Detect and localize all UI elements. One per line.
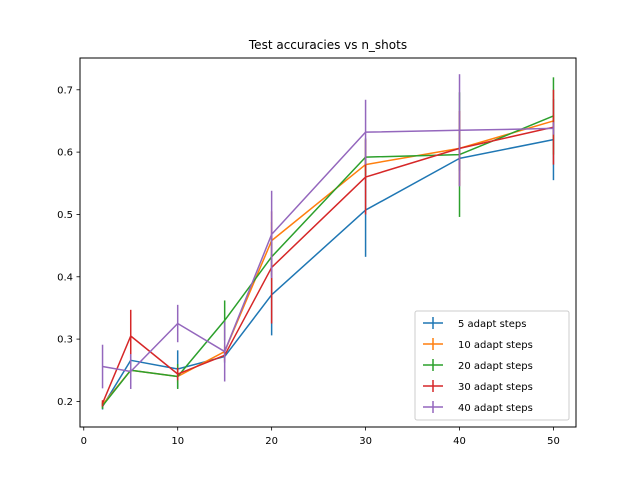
series-line xyxy=(101,126,554,404)
axes-frame xyxy=(79,57,577,428)
series-line xyxy=(101,115,554,407)
legend-entry: 10 adapt steps xyxy=(423,338,533,351)
legend-label: 10 adapt steps xyxy=(458,340,533,351)
x-tick-label: 20 xyxy=(265,436,278,447)
legend-entry: 40 adapt steps xyxy=(423,401,533,414)
y-tick-label: 0.4 xyxy=(57,272,73,283)
x-tick-label: 30 xyxy=(359,436,372,447)
legend-label: 20 adapt steps xyxy=(458,361,533,372)
legend-label: 30 adapt steps xyxy=(458,382,533,393)
x-tick-label: 10 xyxy=(171,436,184,447)
legend-entry: 20 adapt steps xyxy=(423,359,533,372)
x-tick-label: 40 xyxy=(453,436,466,447)
y-tick-label: 0.2 xyxy=(57,397,73,408)
chart-title: Test accuracies vs n_shots xyxy=(248,38,407,52)
legend-label: 5 adapt steps xyxy=(458,319,526,330)
series-5 xyxy=(101,74,555,389)
plot-area xyxy=(101,74,555,410)
y-tick-label: 0.5 xyxy=(57,210,73,221)
series-line xyxy=(102,127,554,373)
legend: 5 adapt steps 10 adapt steps 20 adapt step… xyxy=(414,310,570,421)
x-tick-label: 0 xyxy=(81,436,87,447)
y-tick-label: 0.7 xyxy=(57,85,73,96)
axis-ticks: 0 10 20 30 40 50 0.2 0.3 0.4 0.5 0.6 0.7 xyxy=(57,85,560,447)
legend-label: 40 adapt steps xyxy=(458,403,533,414)
y-tick-label: 0.3 xyxy=(57,335,73,346)
y-tick-label: 0.6 xyxy=(57,148,73,159)
legend-entry: 30 adapt steps xyxy=(423,380,533,393)
legend-entry: 5 adapt steps xyxy=(423,317,526,330)
legend-box xyxy=(414,310,570,421)
series-line xyxy=(101,138,554,407)
x-tick-label: 50 xyxy=(547,436,560,447)
